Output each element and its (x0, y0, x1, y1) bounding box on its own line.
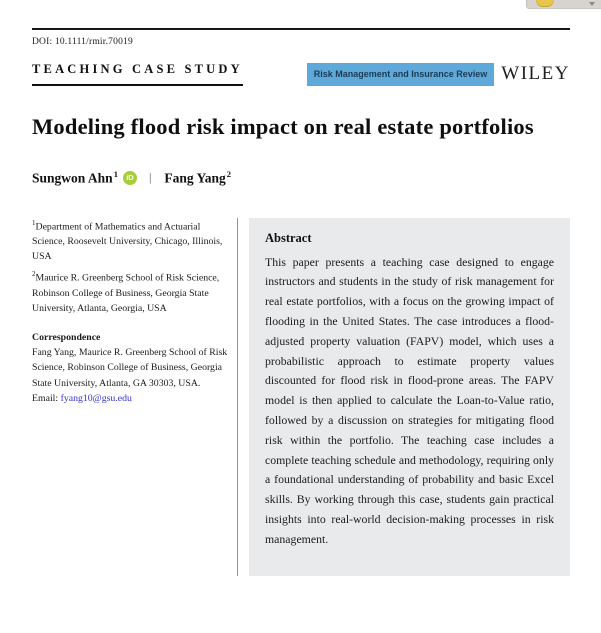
affiliation-1-marker: 1 (32, 218, 36, 227)
column-divider (237, 217, 238, 576)
author-1-text: Sungwon Ahn (32, 170, 113, 186)
doi-text: DOI: 10.1111/rmir.70019 (32, 37, 133, 47)
affiliation-2-text: Maurice R. Greenberg School of Risk Scie… (32, 272, 220, 314)
author-2-affil-marker: 2 (226, 169, 231, 180)
affiliation-1-text: Department of Mathematics and Actuarial … (32, 220, 223, 263)
author-2-text: Fang Yang (164, 170, 226, 186)
email-link[interactable]: fyang10@gsu.edu (60, 392, 132, 404)
abstract-body: This paper presents a teaching case desi… (265, 254, 554, 546)
top-divider-rule (32, 28, 570, 30)
browser-toolbar-fragment[interactable] (526, 0, 601, 9)
section-label: TEACHING CASE STUDY (32, 62, 243, 86)
correspondence-text: Fang Yang, Maurice R. Greenberg School o… (32, 347, 228, 389)
email-label: Email: (32, 392, 59, 404)
article-title: Modeling flood risk impact on real estat… (32, 114, 534, 139)
author-separator: | (148, 170, 152, 185)
email-line: Email: fyang10@gsu.edu (32, 391, 230, 406)
correspondence-heading: Correspondence (32, 332, 101, 344)
abstract-heading: Abstract (265, 230, 312, 245)
journal-header-row: TEACHING CASE STUDY Risk Management and … (32, 62, 570, 86)
author-1-affil-marker: 1 (113, 169, 118, 180)
authors-line: Sungwon Ahn1 iD | Fang Yang2 (32, 169, 570, 187)
two-column-section: 1Department of Mathematics and Actuarial… (32, 217, 570, 576)
affiliation-1: 1Department of Mathematics and Actuarial… (32, 218, 230, 265)
metadata-column: 1Department of Mathematics and Actuarial… (32, 218, 230, 576)
author-name-1[interactable]: Sungwon Ahn1 (32, 169, 118, 187)
article-page: DOI: 10.1111/rmir.70019 TEACHING CASE ST… (32, 0, 570, 576)
affiliation-2-marker: 2 (32, 270, 36, 279)
affiliation-2: 2Maurice R. Greenberg School of Risk Sci… (32, 269, 230, 316)
journal-branding: Risk Management and Insurance Review WIL… (306, 62, 570, 86)
chevron-down-icon (589, 2, 595, 6)
journal-name-banner[interactable]: Risk Management and Insurance Review (306, 62, 495, 86)
abstract-panel: Abstract This paper presents a teaching … (249, 217, 570, 576)
wiley-logo[interactable]: WILEY (501, 63, 570, 84)
author-name-2[interactable]: Fang Yang2 (164, 169, 231, 187)
orcid-icon[interactable]: iD (122, 170, 137, 185)
bookmark-icon (536, 0, 554, 7)
